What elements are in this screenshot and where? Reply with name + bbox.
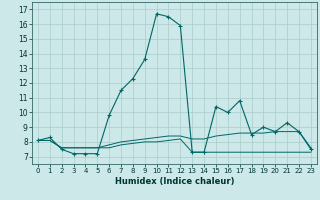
X-axis label: Humidex (Indice chaleur): Humidex (Indice chaleur) — [115, 177, 234, 186]
